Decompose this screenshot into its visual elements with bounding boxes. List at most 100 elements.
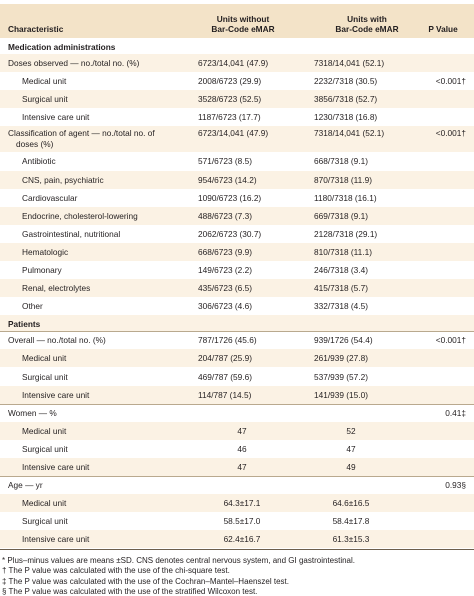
cell-units-with: 47 (346, 443, 356, 454)
cell-units-without: 149/6723 (2.2) (198, 265, 252, 275)
header-p-value: P Value (428, 24, 458, 34)
table-row: CNS, pain, psychiatric 954/6723 (14.2) 870… (0, 170, 474, 189)
cell-units-with: 870/7318 (11.9) (314, 174, 372, 185)
table-row: Overall — no./total no. (%) 787/1726 (45.… (0, 331, 474, 349)
cell-units-with: 58.4±17.8 (332, 516, 370, 527)
cell-units-with: 2128/7318 (29.1) (314, 228, 378, 239)
cell-units-with: 49 (346, 462, 356, 472)
cell-units-without: 3528/6723 (52.5) (198, 94, 262, 105)
cell-units-with: 810/7318 (11.1) (314, 246, 372, 257)
table-row: Surgical unit 469/787 (59.6) 537/939 (57.2… (0, 368, 474, 386)
cell-units-with: 669/7318 (9.1) (314, 210, 368, 221)
footnote: § The P value was calculated with the us… (2, 587, 258, 596)
cell-units-with: 64.6±16.5 (332, 498, 370, 509)
table-page: Characteristic Units without Bar-Code eM… (0, 4, 474, 596)
table-row: Medical unit 47 52 (0, 421, 474, 440)
row-label: Surgical unit (22, 516, 68, 527)
table-row: Medical unit 64.3±17.1 64.6±16.5 (0, 494, 474, 513)
cell-units-with: 61.3±15.3 (332, 534, 370, 545)
cell-units-without: 204/787 (25.9) (198, 353, 252, 364)
cell-p-value: <0.001† (435, 128, 466, 139)
cell-units-without: 114/787 (14.5) (198, 389, 252, 400)
row-label: Medical unit (22, 353, 67, 364)
row-label: Antibiotic (22, 156, 56, 167)
header-units-with-line2: Bar-Code eMAR (335, 24, 399, 34)
cell-units-with: 1180/7318 (16.1) (314, 192, 377, 203)
cell-units-with: 415/7318 (5.7) (314, 283, 368, 294)
cell-units-with: 3856/7318 (52.7) (314, 94, 378, 105)
header-characteristic: Characteristic (8, 24, 64, 34)
cell-units-with: 668/7318 (9.1) (314, 156, 368, 167)
cell-units-without: 469/787 (59.6) (198, 371, 252, 382)
row-label: Endocrine, cholesterol-lowering (22, 210, 138, 221)
row-label: Surgical unit (22, 371, 68, 382)
header-units-without-line1: Units without (216, 14, 270, 24)
footnote: † The P value was calculated with the us… (2, 566, 230, 575)
row-label: Other (22, 301, 43, 312)
row-label: Intensive care unit (22, 389, 90, 400)
table-row: Age — yr 0.93§ (0, 476, 474, 494)
cell-units-with: 141/939 (15.0) (314, 389, 368, 400)
row-label: Doses observed — no./total no. (%) (8, 58, 140, 68)
cell-units-without: 2062/6723 (30.7) (198, 228, 262, 239)
row-label: Medical unit (22, 425, 67, 436)
row-label: Gastrointestinal, nutritional (22, 228, 121, 239)
row-label: Pulmonary (22, 265, 62, 275)
cell-p-value: 0.93§ (445, 480, 466, 491)
table-row: Doses observed — no./total no. (%) 6723/1… (0, 54, 474, 73)
cell-units-with: 537/939 (57.2) (314, 371, 368, 382)
table-row: Surgical unit 3528/6723 (52.5) 3856/7318 (… (0, 90, 474, 109)
cell-units-with: 7318/14,041 (52.1) (314, 58, 385, 68)
cell-units-without: 306/6723 (4.6) (198, 301, 252, 312)
table-row: Hematologic 668/6723 (9.9) 810/7318 (11.1) (0, 242, 474, 261)
cell-p-value: 0.41‡ (445, 407, 466, 418)
cell-units-without: 668/6723 (9.9) (198, 246, 252, 257)
cell-units-with: 261/939 (27.8) (314, 353, 368, 364)
row-label: Cardiovascular (22, 192, 78, 203)
table-row: Endocrine, cholesterol-lowering 488/6723 … (0, 206, 474, 225)
row-label: Medical unit (22, 498, 67, 509)
row-label: Hematologic (22, 246, 69, 257)
row-label: Intensive care unit (22, 112, 90, 123)
footnote: ‡ The P value was calculated with the us… (2, 576, 289, 586)
table-row: Antibiotic 571/6723 (8.5) 668/7318 (9.1) (0, 152, 474, 170)
row-label-continued: doses (%) (16, 139, 54, 150)
cell-units-without: 435/6723 (6.5) (198, 283, 252, 294)
row-divider (0, 476, 474, 478)
cell-units-without: 58.5±17.0 (223, 516, 261, 527)
row-label: Patients (8, 319, 41, 330)
row-label: Intensive care unit (22, 462, 90, 472)
table-row: Pulmonary 149/6723 (2.2) 246/7318 (3.4) (0, 261, 474, 279)
cell-units-without: 954/6723 (14.2) (198, 174, 257, 185)
row-label: Intensive care unit (22, 534, 90, 545)
cell-units-without: 1090/6723 (16.2) (198, 192, 262, 203)
row-label: Overall — no./total no. (%) (8, 335, 106, 346)
cell-units-without: 571/6723 (8.5) (198, 156, 252, 167)
cell-units-without: 62.4±16.7 (223, 534, 261, 545)
header-units-without-line2: Bar-Code eMAR (211, 24, 275, 34)
table-row: Cardiovascular 1090/6723 (16.2) 1180/7318 … (0, 189, 474, 207)
cell-units-without: 6723/14,041 (47.9) (198, 58, 269, 68)
cell-units-without: 47 (237, 425, 247, 436)
table-row: Surgical unit 58.5±17.0 58.4±17.8 (0, 512, 474, 530)
cell-units-without: 1187/6723 (17.7) (198, 112, 261, 123)
cell-units-with: 939/1726 (54.4) (314, 335, 373, 346)
table-row: Surgical unit 46 47 (0, 440, 474, 458)
table-row: Medical unit 204/787 (25.9) 261/939 (27.8) (0, 349, 474, 368)
cell-p-value: <0.001† (435, 335, 466, 346)
cell-units-without: 488/6723 (7.3) (198, 210, 252, 221)
cell-units-with: 52 (346, 425, 356, 436)
cell-units-without: 46 (237, 443, 247, 454)
table-row: Classification of agent — no./total no. … (0, 126, 474, 153)
cell-units-with: 246/7318 (3.4) (314, 265, 368, 275)
row-label: Medication administrations (8, 42, 116, 52)
table-row: Intensive care unit 114/787 (14.5) 141/939… (0, 385, 474, 404)
table-bottom-rule (0, 548, 474, 550)
table-row: Women — % 0.41‡ (0, 404, 474, 422)
row-label: Classification of agent — no./total no. … (8, 128, 155, 139)
table-row: Intensive care unit 62.4±16.7 61.3±15.3 (0, 530, 474, 549)
header-units-with-line1: Units with (347, 14, 387, 24)
table-row: Other 306/6723 (4.6) 332/7318 (4.5) (0, 297, 474, 315)
table-row: Medical unit 2008/6723 (29.9) 2232/7318 (3… (0, 72, 474, 90)
table-row: Renal, electrolytes 435/6723 (6.5) 415/731… (0, 279, 474, 298)
